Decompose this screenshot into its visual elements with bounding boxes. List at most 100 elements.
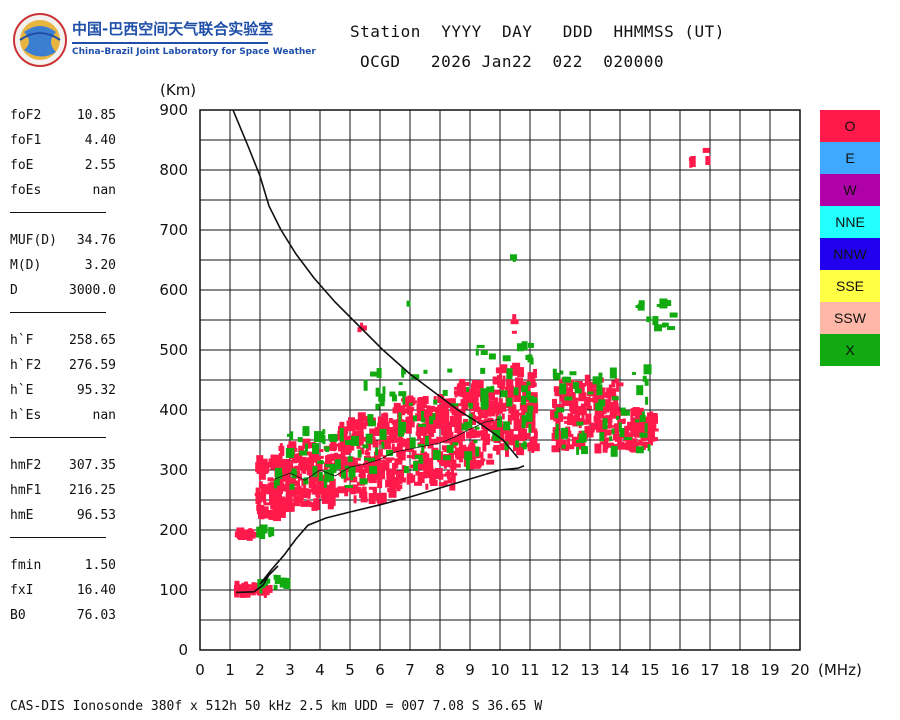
echo-point [406, 455, 413, 459]
echo-point [424, 414, 433, 424]
echo-point [475, 389, 481, 397]
echo-point [401, 367, 405, 378]
echo-point [503, 421, 511, 431]
echo-point [292, 453, 299, 463]
echo-point [473, 459, 481, 469]
echo-point [452, 442, 459, 446]
echo-point [328, 474, 334, 479]
echo-point [377, 462, 385, 469]
echo-point [471, 411, 476, 415]
echo-point [449, 472, 458, 476]
echo-point [494, 401, 499, 410]
param-label: MUF(D) [10, 233, 57, 248]
globe-logo-icon [13, 13, 67, 67]
echo-point [386, 470, 395, 481]
echo-point [492, 447, 498, 451]
echo-point [461, 404, 469, 410]
param-row: D 3000.0 [10, 283, 130, 308]
echo-point [397, 427, 404, 437]
echo-point [277, 463, 285, 470]
echo-point [426, 405, 431, 410]
echo-point [350, 458, 357, 462]
echo-point [511, 364, 520, 376]
param-value: 95.32 [76, 383, 116, 398]
echo-point [597, 419, 604, 430]
echo-point [480, 451, 484, 463]
echo-point [290, 431, 294, 441]
echo-point [256, 526, 265, 538]
echo-point [646, 317, 651, 323]
y-tick-label: 700 [159, 221, 188, 239]
echo-point [486, 433, 491, 444]
echo-point [566, 444, 575, 450]
echo-point [637, 303, 645, 311]
echo-point [453, 390, 462, 395]
echo-point [634, 408, 643, 418]
echo-point [436, 436, 445, 443]
echo-point [275, 472, 283, 477]
echo-point [369, 465, 378, 474]
echo-point [630, 408, 634, 420]
echo-point [471, 396, 476, 401]
echo-point [263, 502, 271, 506]
echo-point [635, 446, 644, 454]
echo-point [378, 470, 386, 480]
echo-point [375, 455, 381, 466]
echo-point [471, 382, 477, 391]
echo-point [416, 403, 422, 411]
echo-point [381, 441, 385, 449]
echo-point [235, 591, 239, 596]
echo-point [395, 484, 403, 489]
echo-point [517, 367, 525, 378]
header-values: OCGD 2026 Jan22 022 020000 [360, 52, 664, 71]
echo-point [409, 437, 416, 449]
param-label: h`F2 [10, 358, 42, 373]
param-value: 96.53 [76, 508, 116, 523]
echo-point [375, 387, 381, 397]
echo-point [468, 445, 476, 455]
y-tick-label: 600 [159, 281, 188, 299]
echo-point [337, 486, 345, 494]
echo-point [367, 414, 374, 423]
echo-point [270, 454, 278, 464]
param-row: hmF1 216.25 [10, 483, 130, 508]
echo-point [361, 486, 367, 492]
echo-point [398, 382, 403, 386]
echo-point [493, 389, 500, 395]
param-label: foF2 [10, 108, 42, 123]
param-value: 258.65 [69, 333, 116, 348]
param-label: B0 [10, 608, 26, 623]
echo-point [352, 486, 361, 493]
echo-point [361, 470, 366, 480]
echo-point [498, 373, 502, 377]
echo-point [611, 380, 616, 388]
x-tick-label: 16 [670, 661, 689, 679]
x-tick-label: 14 [610, 661, 629, 679]
echo-point [437, 404, 444, 408]
echo-point [283, 577, 291, 589]
echo-point [417, 443, 422, 447]
echo-point [612, 414, 620, 419]
echo-point [653, 324, 662, 332]
echo-point [357, 412, 366, 421]
echo-point [398, 412, 402, 424]
echo-point [274, 574, 281, 584]
echo-point [488, 353, 496, 360]
echo-point [270, 502, 277, 510]
echo-point [353, 461, 358, 465]
echo-point [479, 413, 488, 419]
echo-point [643, 364, 652, 375]
echo-point [319, 475, 326, 485]
echo-point [512, 434, 519, 443]
echo-point [598, 399, 606, 407]
echo-point [396, 443, 403, 452]
echo-point [313, 431, 322, 443]
echo-point [638, 300, 645, 306]
param-label: foF1 [10, 133, 42, 148]
echo-point [645, 396, 649, 405]
echo-point [521, 432, 525, 438]
echo-point [321, 489, 330, 500]
echo-point [559, 383, 567, 395]
legend-label: E [845, 150, 855, 166]
echo-point [582, 419, 587, 425]
